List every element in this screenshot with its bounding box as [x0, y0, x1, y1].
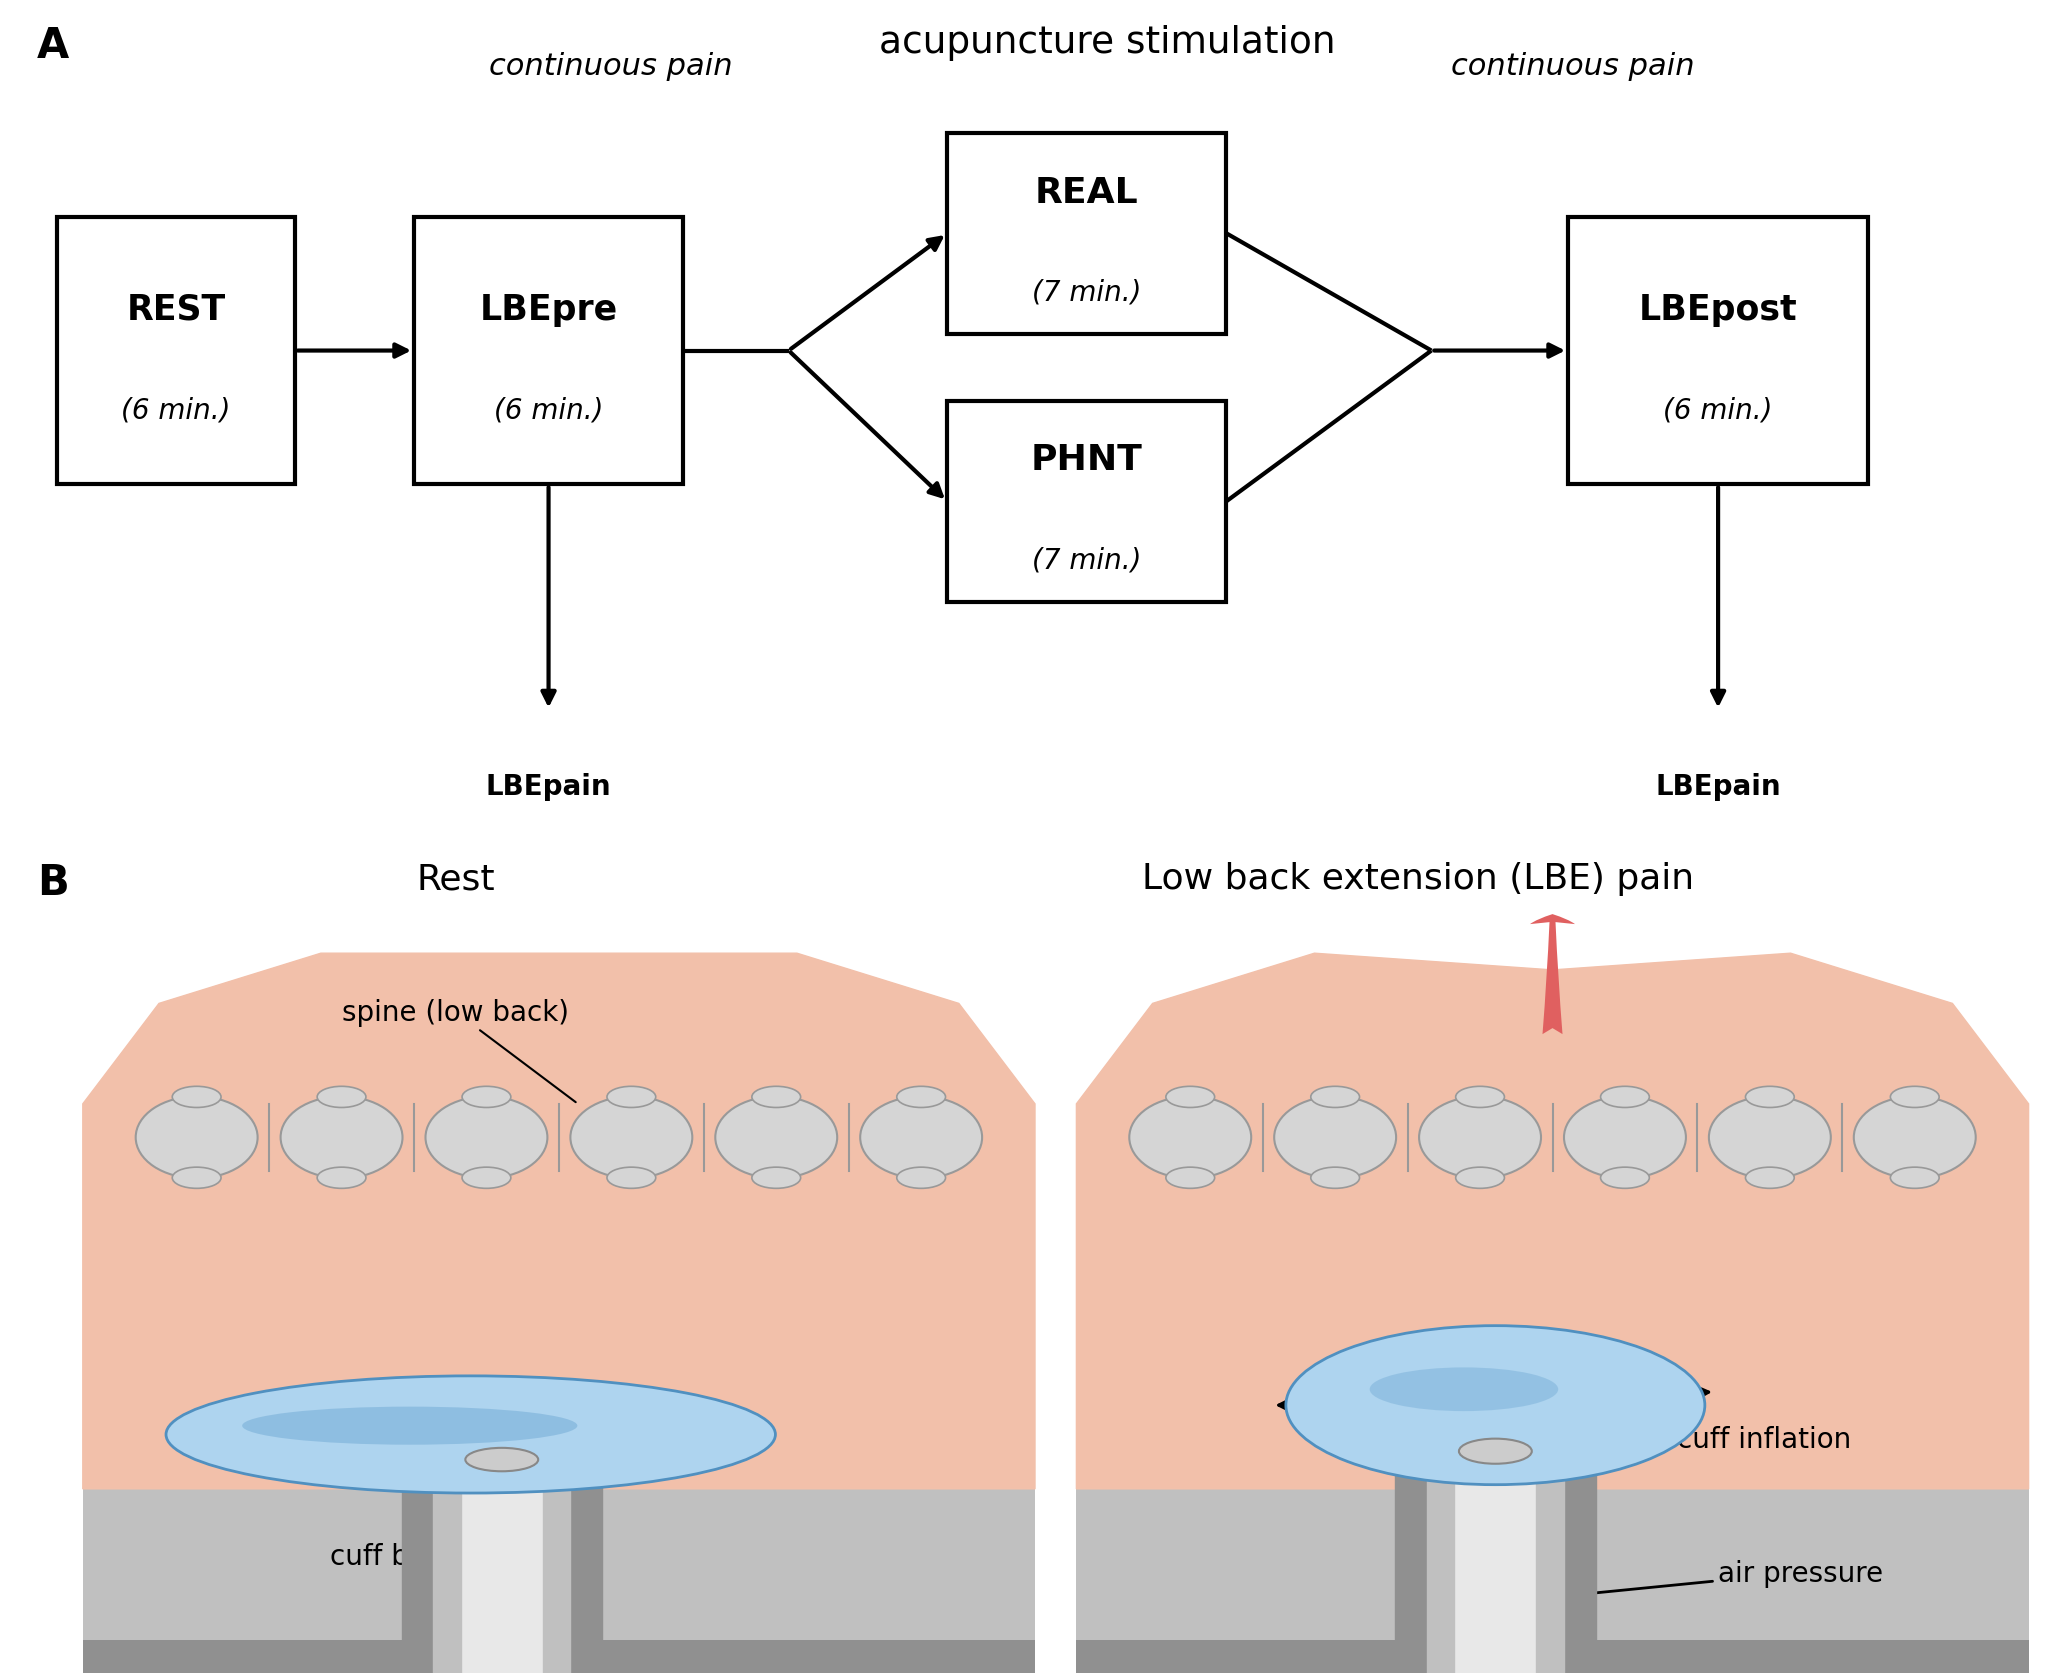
Text: Rest: Rest: [416, 862, 495, 895]
Ellipse shape: [1130, 1097, 1250, 1178]
Ellipse shape: [1285, 1325, 1706, 1486]
Text: Low back extension (LBE) pain: Low back extension (LBE) pain: [1143, 862, 1693, 895]
Polygon shape: [433, 1456, 462, 1673]
Text: B: B: [37, 862, 68, 903]
Ellipse shape: [426, 1097, 546, 1178]
Ellipse shape: [1565, 1097, 1685, 1178]
Ellipse shape: [607, 1087, 656, 1108]
Ellipse shape: [1455, 1168, 1505, 1188]
Ellipse shape: [317, 1087, 366, 1108]
Ellipse shape: [462, 1168, 511, 1188]
Ellipse shape: [317, 1168, 366, 1188]
Ellipse shape: [1165, 1168, 1215, 1188]
Bar: [948, 134, 1225, 335]
Text: (6 min.): (6 min.): [495, 397, 602, 423]
Text: PHNT: PHNT: [1031, 443, 1143, 477]
Ellipse shape: [1370, 1367, 1559, 1412]
Polygon shape: [1395, 1456, 1596, 1673]
Ellipse shape: [861, 1097, 981, 1178]
Ellipse shape: [462, 1087, 511, 1108]
Ellipse shape: [166, 1375, 776, 1494]
Polygon shape: [1076, 954, 2029, 1489]
Bar: [1076, 1489, 2029, 1673]
Ellipse shape: [716, 1097, 836, 1178]
Ellipse shape: [1310, 1168, 1360, 1188]
Ellipse shape: [1600, 1168, 1650, 1188]
Ellipse shape: [282, 1097, 402, 1178]
Text: LBEpain: LBEpain: [486, 773, 611, 800]
Bar: [948, 402, 1225, 602]
Ellipse shape: [896, 1087, 946, 1108]
Text: (7 min.): (7 min.): [1033, 547, 1141, 574]
Ellipse shape: [1310, 1087, 1360, 1108]
Ellipse shape: [1459, 1439, 1532, 1464]
Ellipse shape: [1275, 1097, 1395, 1178]
Text: LBEpain: LBEpain: [1656, 773, 1780, 800]
Text: (6 min.): (6 min.): [122, 397, 230, 423]
Text: continuous pain: continuous pain: [1451, 52, 1695, 82]
Ellipse shape: [1745, 1168, 1795, 1188]
Text: acupuncture stimulation: acupuncture stimulation: [880, 25, 1335, 62]
Bar: [58, 217, 296, 485]
Bar: [83, 1489, 1035, 1673]
Text: continuous pain: continuous pain: [489, 52, 733, 82]
Ellipse shape: [172, 1087, 221, 1108]
Polygon shape: [1455, 1456, 1536, 1673]
Ellipse shape: [466, 1449, 538, 1472]
Ellipse shape: [1855, 1097, 1975, 1178]
Text: REST: REST: [126, 293, 226, 326]
Polygon shape: [1536, 1456, 1563, 1673]
Ellipse shape: [607, 1168, 656, 1188]
Bar: [1569, 217, 1867, 485]
Ellipse shape: [1455, 1087, 1505, 1108]
Ellipse shape: [751, 1168, 801, 1188]
Bar: [414, 217, 683, 485]
Polygon shape: [83, 954, 1035, 1489]
Ellipse shape: [1890, 1087, 1940, 1108]
Ellipse shape: [896, 1168, 946, 1188]
Text: cuff bladder: cuff bladder: [331, 1445, 520, 1569]
Text: LBEpre: LBEpre: [480, 293, 617, 326]
Polygon shape: [1426, 1456, 1455, 1673]
Ellipse shape: [751, 1087, 801, 1108]
Ellipse shape: [1600, 1087, 1650, 1108]
Text: (6 min.): (6 min.): [1664, 397, 1772, 423]
Text: spine (low back): spine (low back): [342, 999, 575, 1103]
Bar: [1076, 1640, 2029, 1673]
Bar: [83, 1640, 1035, 1673]
Polygon shape: [542, 1456, 569, 1673]
Text: REAL: REAL: [1035, 176, 1138, 209]
Ellipse shape: [1890, 1168, 1940, 1188]
Polygon shape: [462, 1456, 542, 1673]
Ellipse shape: [242, 1407, 578, 1445]
Text: cuff inflation: cuff inflation: [1644, 1405, 1851, 1452]
Text: LBEpost: LBEpost: [1639, 293, 1797, 326]
Ellipse shape: [1745, 1087, 1795, 1108]
Ellipse shape: [1420, 1097, 1540, 1178]
Ellipse shape: [571, 1097, 691, 1178]
Text: A: A: [37, 25, 70, 67]
Ellipse shape: [1710, 1097, 1830, 1178]
Ellipse shape: [1165, 1087, 1215, 1108]
Ellipse shape: [172, 1168, 221, 1188]
Text: air pressure: air pressure: [1552, 1559, 1884, 1601]
Polygon shape: [402, 1456, 602, 1673]
Text: (7 min.): (7 min.): [1033, 279, 1141, 306]
Ellipse shape: [137, 1097, 257, 1178]
